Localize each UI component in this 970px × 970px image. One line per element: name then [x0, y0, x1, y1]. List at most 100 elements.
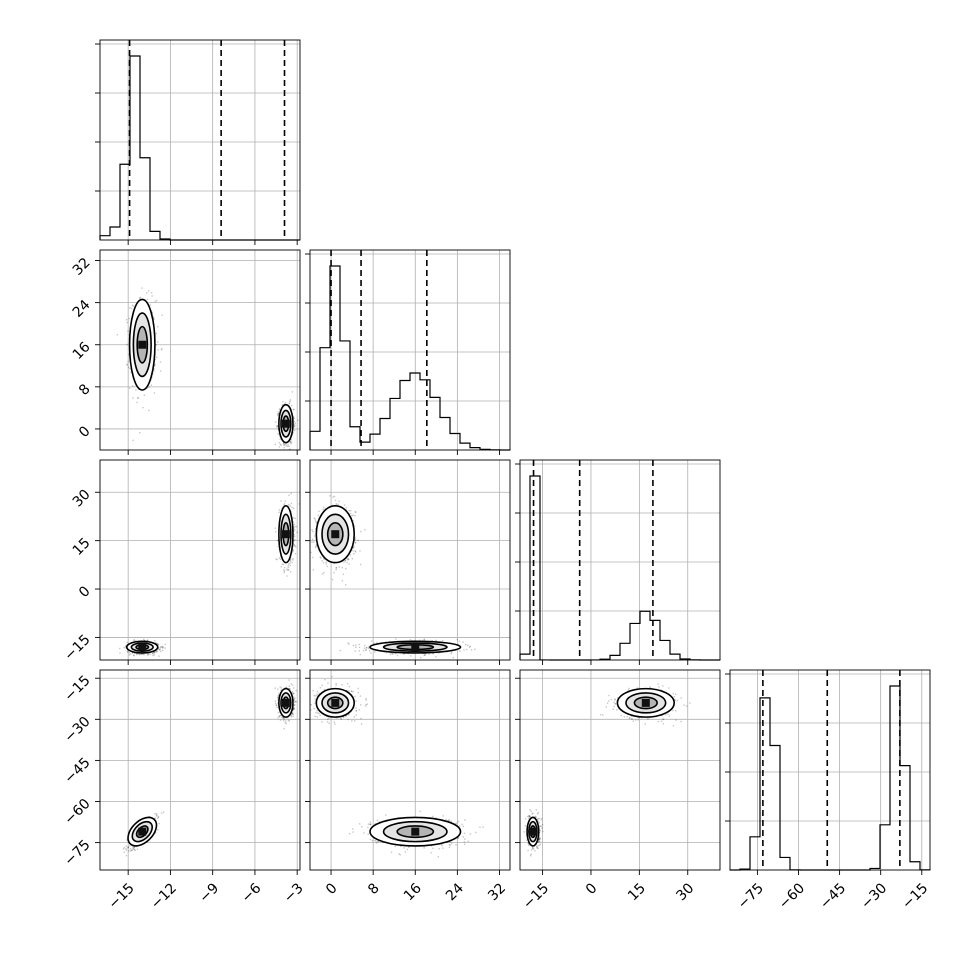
sample-point	[358, 643, 360, 646]
sample-point	[291, 561, 293, 564]
sample-point	[315, 521, 317, 523]
sample-point	[297, 419, 299, 422]
sample-point	[291, 693, 294, 695]
sample-point	[392, 653, 394, 655]
panel-0-3: −15 −12 −9 −6 −3−75−60−45−30−15	[61, 669, 307, 913]
sample-point	[131, 849, 133, 851]
sample-point	[155, 344, 157, 346]
sample-point	[164, 647, 166, 649]
density-peak-cell	[411, 643, 420, 652]
sample-point	[295, 525, 298, 528]
sample-point	[298, 503, 300, 505]
sample-point	[423, 654, 425, 657]
sample-point	[138, 297, 141, 299]
sample-point	[288, 688, 291, 690]
sample-point	[288, 563, 290, 565]
sample-point	[276, 424, 278, 427]
sample-point	[344, 560, 347, 562]
y-tick-label: 16	[70, 339, 94, 363]
sample-point	[367, 646, 370, 648]
sample-point	[289, 571, 292, 573]
sample-point	[125, 319, 128, 321]
sample-point	[359, 563, 362, 566]
sample-point	[343, 561, 345, 563]
sample-point	[294, 704, 296, 706]
sample-point	[152, 316, 154, 319]
sample-point	[289, 400, 291, 402]
sample-point	[125, 849, 128, 851]
sample-point	[345, 567, 347, 570]
density-layer	[119, 492, 300, 657]
sample-point	[148, 386, 150, 388]
sample-point	[285, 722, 287, 725]
sample-point	[153, 370, 155, 372]
sample-point	[395, 652, 397, 655]
sample-point	[421, 639, 424, 642]
sample-point	[128, 307, 131, 309]
sample-point	[294, 422, 296, 425]
panel-frame	[99, 459, 301, 661]
sample-point	[373, 642, 375, 645]
sample-point	[359, 653, 361, 656]
sample-point	[293, 529, 296, 531]
sample-point	[283, 503, 286, 505]
sample-point	[279, 409, 281, 411]
sample-point	[132, 439, 134, 442]
sample-point	[276, 558, 278, 561]
sample-point	[325, 561, 327, 563]
sample-point	[126, 651, 129, 653]
sample-point	[368, 647, 370, 650]
panel-frame	[99, 39, 301, 241]
sample-point	[423, 652, 426, 655]
sample-point	[153, 639, 156, 642]
sample-point	[155, 651, 158, 653]
sample-point	[157, 644, 159, 646]
sample-point	[290, 442, 292, 445]
sample-point	[435, 639, 437, 642]
sample-point	[474, 648, 476, 651]
sample-point	[157, 325, 159, 328]
sample-point	[323, 506, 325, 508]
sample-point	[275, 558, 277, 560]
sample-point	[354, 550, 356, 552]
sample-point	[352, 520, 354, 522]
sample-point	[353, 525, 356, 527]
sample-point	[286, 568, 288, 571]
sample-point	[285, 442, 288, 445]
sample-point	[292, 549, 294, 551]
sample-point	[156, 814, 158, 816]
sample-point	[312, 569, 315, 571]
sample-point	[289, 564, 291, 567]
sample-point	[355, 644, 357, 646]
sample-point	[348, 643, 350, 645]
sample-point	[130, 371, 132, 373]
sample-point	[135, 640, 137, 642]
sample-point	[289, 562, 291, 564]
sample-point	[126, 321, 129, 324]
sample-point	[312, 530, 314, 533]
sample-point	[283, 403, 286, 405]
sample-point	[431, 639, 433, 642]
sample-point	[288, 494, 290, 496]
sample-point	[137, 397, 139, 399]
sample-point	[155, 815, 158, 817]
sample-point	[284, 401, 287, 404]
sample-point	[354, 551, 357, 553]
sample-point	[292, 550, 294, 552]
sample-point	[162, 811, 165, 813]
sample-point	[293, 707, 295, 709]
sample-point	[292, 699, 295, 702]
sample-point	[293, 417, 296, 420]
sample-point	[161, 646, 163, 648]
sample-point	[364, 644, 366, 647]
sample-point	[133, 652, 136, 655]
sample-point	[289, 399, 292, 401]
sample-point	[119, 647, 121, 650]
sample-point	[335, 503, 338, 505]
sample-point	[154, 813, 156, 815]
sample-point	[315, 544, 317, 546]
sample-point	[133, 639, 135, 641]
sample-point	[451, 651, 453, 654]
sample-point	[130, 849, 133, 851]
